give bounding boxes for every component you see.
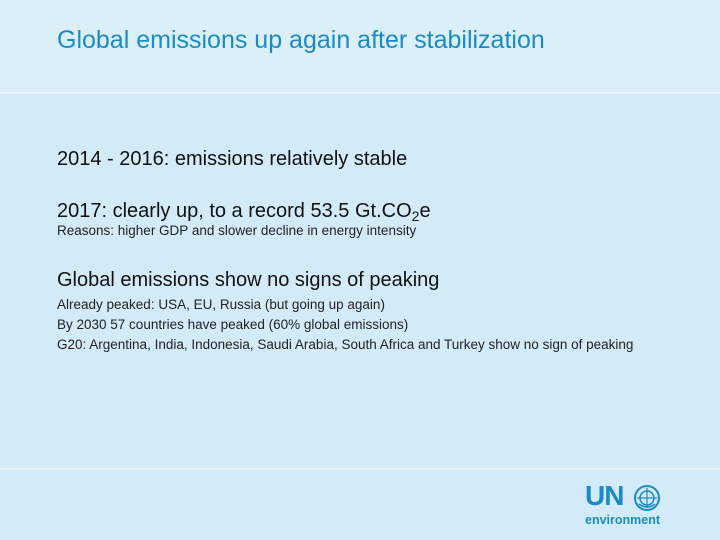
logo-un-text: UN <box>585 480 624 511</box>
footer-divider <box>0 468 720 470</box>
slide-title: Global emissions up again after stabiliz… <box>57 26 545 54</box>
peaking-detail-1: Already peaked: USA, EU, Russia (but goi… <box>57 297 385 312</box>
slide-content: 2014 - 2016: emissions relatively stable… <box>57 146 657 355</box>
un-emblem-icon <box>634 485 660 511</box>
title-band: Global emissions up again after stabiliz… <box>0 0 720 94</box>
point-record-text: 2017: clearly up, to a record 53.5 Gt.CO <box>57 200 412 222</box>
logo-environment-text: environment <box>585 513 661 527</box>
point-peaking: Global emissions show no signs of peakin… <box>57 269 440 291</box>
un-environment-logo: UN environment <box>585 480 665 528</box>
point-stable: 2014 - 2016: emissions relatively stable <box>57 148 408 170</box>
peaking-detail-2: By 2030 57 countries have peaked (60% gl… <box>57 317 409 332</box>
point-record: 2017: clearly up, to a record 53.5 Gt.CO… <box>57 198 657 224</box>
point-reasons: Reasons: higher GDP and slower decline i… <box>57 223 417 238</box>
co2-subscript: 2 <box>411 208 420 224</box>
peaking-detail-3: G20: Argentina, India, Indonesia, Saudi … <box>57 337 634 352</box>
point-record-suffix: e <box>419 200 431 222</box>
